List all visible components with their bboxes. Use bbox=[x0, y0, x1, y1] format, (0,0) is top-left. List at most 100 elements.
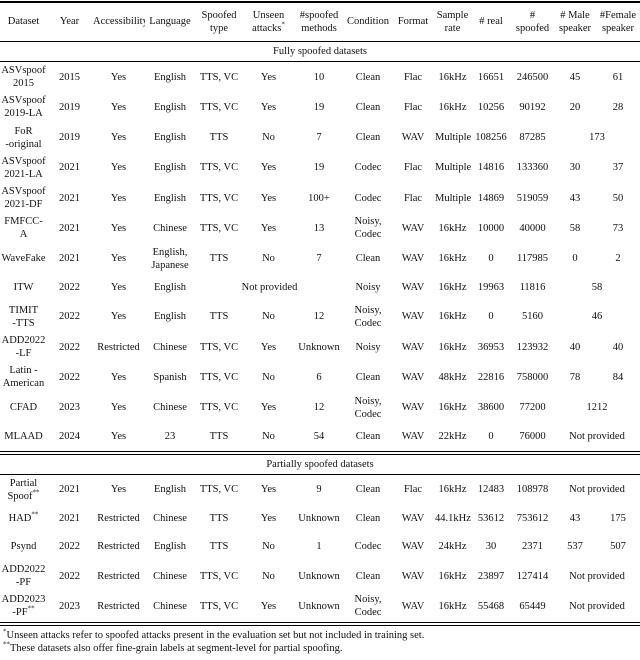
table-cell: Yes bbox=[260, 101, 277, 113]
table-cell: 40 bbox=[612, 341, 624, 353]
table-cell: Flac bbox=[403, 71, 423, 83]
table-cell: 16kHz bbox=[438, 484, 467, 496]
table-cell: 53612 bbox=[477, 513, 505, 525]
table-cell: TTS, VC bbox=[199, 192, 239, 204]
table-cell: Clean bbox=[355, 484, 381, 496]
table-cell: WAV bbox=[401, 570, 425, 582]
table-cell: 28 bbox=[612, 101, 624, 113]
table-cell: Noisy bbox=[355, 341, 381, 353]
table-cell: Yes bbox=[110, 162, 127, 174]
table-cell: Yes bbox=[260, 222, 277, 234]
table-cell: 246500 bbox=[516, 71, 549, 83]
table-cell: WAV bbox=[401, 600, 425, 612]
column-header: Spoofed type bbox=[201, 9, 237, 34]
table-cell: Latin - American bbox=[2, 365, 45, 390]
table-cell: 519059 bbox=[516, 192, 549, 204]
table-cell: 14816 bbox=[477, 162, 505, 174]
table-cell: FMFCC- A bbox=[4, 216, 43, 241]
table-cell: Chinese bbox=[153, 600, 187, 612]
table-cell: ADD2022 -PF bbox=[1, 564, 46, 589]
table-row: Partial Spoof** 2021 Yes English TTS, VC Yes 9… bbox=[0, 474, 640, 505]
table-row: WaveFake 2021 Yes English, Japanese TTS No 7 Cl… bbox=[0, 244, 640, 274]
table-row: CFAD 2023 Yes Chinese TTS, VC Yes 12 Noisy, Cod… bbox=[0, 393, 640, 423]
table-cell: Yes bbox=[260, 513, 277, 525]
column-header: #spoofed methods bbox=[299, 9, 339, 34]
column-header: Language bbox=[149, 16, 191, 28]
table-cell: 76000 bbox=[519, 431, 546, 443]
table-cell: 55468 bbox=[477, 600, 505, 612]
table-cell: 58 bbox=[569, 222, 581, 234]
table-cell: English bbox=[153, 162, 187, 174]
table-cell: 753612 bbox=[516, 513, 549, 525]
table-cell: 40 bbox=[569, 341, 581, 353]
table-cell: ASVspoof 2021-DF bbox=[1, 186, 46, 211]
table-cell: 65449 bbox=[519, 600, 546, 612]
table-cell: WAV bbox=[401, 222, 425, 234]
table-cell: 50 bbox=[612, 192, 624, 204]
table-cell: 2021 bbox=[59, 222, 80, 234]
table-cell: 73 bbox=[612, 222, 624, 234]
table-row: ADD2022 -LF 2022 Restricted Chinese TTS, VC Y… bbox=[0, 332, 640, 362]
table-cell: TIMIT -TTS bbox=[8, 304, 39, 329]
table-row: TIMIT -TTS 2022 Yes English TTS No 12 Noisy, Co… bbox=[0, 302, 640, 332]
table-cell: 58 bbox=[591, 282, 603, 294]
table-cell: 2019 bbox=[59, 101, 80, 113]
table-cell: 84 bbox=[612, 371, 624, 383]
table-cell: 90192 bbox=[519, 101, 546, 113]
table-row: ASVspoof 2019-LA 2019 Yes English TTS, VC Yes… bbox=[0, 92, 640, 122]
table-cell: 2021 bbox=[59, 513, 80, 525]
table-cell: Codec bbox=[354, 162, 382, 174]
table-cell: 0 bbox=[488, 311, 494, 323]
table-cell: FoR -original bbox=[5, 125, 42, 150]
table-cell: 2022 bbox=[59, 282, 80, 294]
table-cell: 2 bbox=[615, 253, 621, 265]
table-cell: 61 bbox=[612, 71, 624, 83]
table-cell: Not provided bbox=[241, 282, 298, 294]
table-cell: Restricted bbox=[97, 341, 140, 353]
table-cell: Noisy, Codec bbox=[354, 304, 382, 329]
table-cell: Yes bbox=[110, 311, 127, 323]
table-cell: English bbox=[153, 282, 187, 294]
table-cell: Psynd bbox=[10, 541, 37, 553]
table-cell: 16651 bbox=[477, 71, 505, 83]
table-cell: Yes bbox=[260, 600, 277, 612]
table-cell: 9 bbox=[316, 484, 322, 496]
table-cell: 175 bbox=[610, 513, 626, 525]
table-cell: 173 bbox=[589, 132, 605, 144]
table-cell: No bbox=[262, 431, 275, 443]
table-cell: WAV bbox=[401, 371, 425, 383]
table-cell: 2022 bbox=[59, 570, 80, 582]
table-cell: Flac bbox=[403, 101, 423, 113]
table-cell: MLAAD bbox=[4, 431, 43, 443]
table-cell: 12 bbox=[313, 311, 325, 323]
table-cell: TTS, VC bbox=[199, 600, 239, 612]
table-cell: 44.1kHz bbox=[435, 513, 471, 525]
table-cell: 2023 bbox=[59, 600, 80, 612]
table-cell: 19963 bbox=[477, 282, 505, 294]
superscript-mark: ** bbox=[31, 510, 39, 519]
table-cell: 23 bbox=[164, 431, 176, 443]
section-title: Fully spoofed datasets bbox=[273, 45, 367, 57]
table-cell: Yes bbox=[110, 253, 127, 265]
table-cell: 16kHz bbox=[438, 311, 467, 323]
table-cell: 24kHz bbox=[438, 541, 467, 553]
table-cell: WAV bbox=[401, 253, 425, 265]
table-cell: 10 bbox=[313, 71, 325, 83]
table-cell: WAV bbox=[401, 282, 425, 294]
table-cell: Clean bbox=[355, 570, 381, 582]
table-cell: WAV bbox=[401, 311, 425, 323]
table-cell: 36953 bbox=[477, 341, 505, 353]
table-cell: 16kHz bbox=[438, 253, 467, 265]
table-row: FMFCC- A 2021 Yes Chinese TTS, VC Yes 13 Noisy,… bbox=[0, 213, 640, 243]
table-row: MLAAD 2024 Yes 23 TTS No 54 Clean WAV 22kHz 0 76000… bbox=[0, 423, 640, 453]
table-cell: 2022 bbox=[59, 311, 80, 323]
table-cell: ADD2022 -LF bbox=[1, 335, 46, 360]
section-title-row: Fully spoofed datasets bbox=[0, 42, 640, 62]
table-cell: 78 bbox=[569, 371, 581, 383]
table-cell: 0 bbox=[572, 253, 578, 265]
table-cell: Clean bbox=[355, 71, 381, 83]
table-cell: Multiple bbox=[435, 192, 471, 204]
footnote-mark: ** bbox=[3, 640, 10, 649]
table-cell: TTS, VC bbox=[199, 570, 239, 582]
table-cell: 7 bbox=[316, 132, 322, 144]
